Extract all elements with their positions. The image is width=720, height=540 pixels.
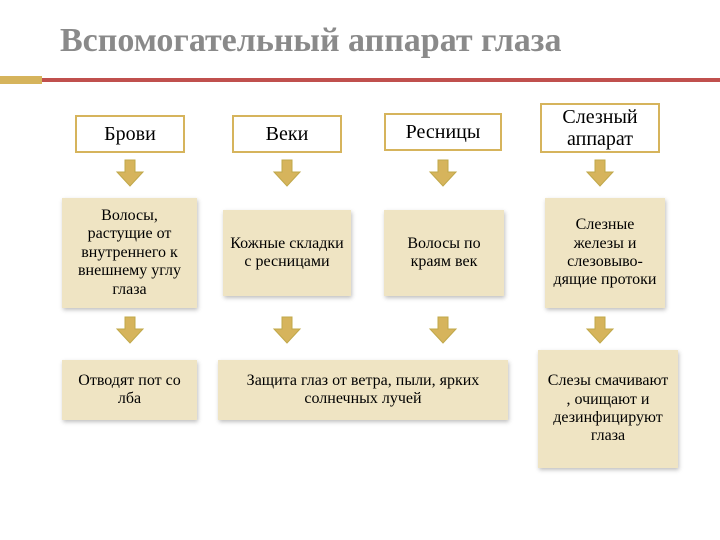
term-box-tear-apparatus: Слезный аппарат <box>540 103 660 153</box>
arrow-down-icon <box>428 158 458 188</box>
arrow-down-icon <box>585 315 615 345</box>
accent-bar <box>0 76 720 84</box>
arrow-down-icon <box>272 315 302 345</box>
desc-box-lashes: Волосы по краям век <box>384 210 504 296</box>
arrow-down-icon <box>272 158 302 188</box>
slide: Вспомогательный аппарат глаза Брови Воло… <box>0 0 720 540</box>
arrow-down-icon <box>115 158 145 188</box>
desc-box-eyelids: Кожные складки с ресницами <box>223 210 351 296</box>
function-box-protection: Защита глаз от ветра, пыли, ярких солнеч… <box>218 360 508 420</box>
function-box-tears: Слезы смачивают , очищают и дезинфицирую… <box>538 350 678 468</box>
desc-box-tear-apparatus: Слезные железы и слезовыво-дящие протоки <box>545 198 665 308</box>
desc-box-brows: Волосы, растущие от внутреннего к внешне… <box>62 198 197 308</box>
function-box-sweat: Отводят пот со лба <box>62 360 197 420</box>
arrow-down-icon <box>585 158 615 188</box>
term-box-brows: Брови <box>75 115 185 153</box>
arrow-down-icon <box>115 315 145 345</box>
term-box-eyelids: Веки <box>232 115 342 153</box>
slide-title: Вспомогательный аппарат глаза <box>60 22 561 60</box>
term-box-lashes: Ресницы <box>384 113 502 151</box>
accent-line <box>42 78 720 82</box>
accent-block <box>0 76 42 84</box>
arrow-down-icon <box>428 315 458 345</box>
